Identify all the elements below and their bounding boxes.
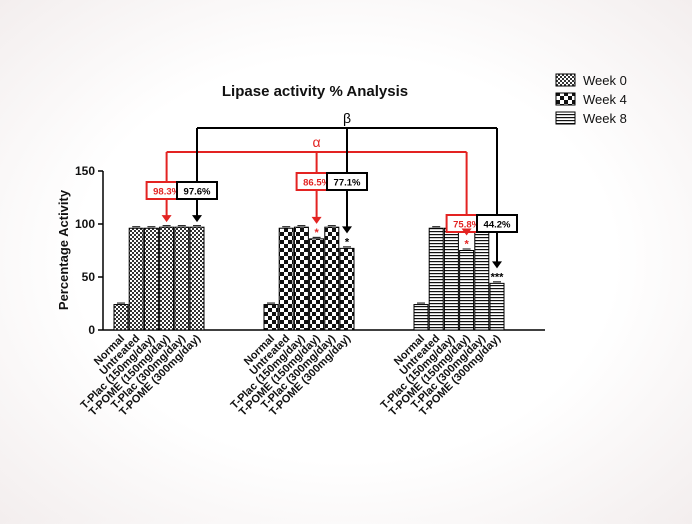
bar <box>128 227 144 331</box>
annotation-label: 86.5% <box>303 178 330 189</box>
annotation-arrow-head <box>161 215 172 223</box>
bar <box>143 227 159 331</box>
annotation-label: 75.8% <box>453 220 480 231</box>
y-tick-label: 100 <box>75 217 95 231</box>
y-tick-label: 150 <box>75 164 95 178</box>
bar <box>278 227 294 331</box>
annotations: 98.3% 97.6%86.5% 77.1%75.8% 44.2%** **** <box>145 172 518 283</box>
bar <box>459 250 475 331</box>
significance-mark: * <box>314 227 319 239</box>
bar <box>324 226 340 331</box>
legend: Week 0 Week 4 Week 8 <box>555 73 627 126</box>
y-tick-label: 50 <box>82 270 96 284</box>
bar <box>159 226 175 331</box>
significance-mark: * <box>464 239 469 251</box>
annotation-arrow-head <box>492 261 502 269</box>
bar <box>174 226 190 331</box>
annotation-label: 98.3% <box>153 187 180 198</box>
legend-label: Week 0 <box>583 73 627 88</box>
significance-brackets: αβ <box>165 110 498 215</box>
y-axis-label: Percentage Activity <box>56 189 71 310</box>
bar <box>413 304 429 331</box>
annotation-label: 77.1% <box>334 178 361 189</box>
annotation-arrow-head <box>311 216 322 224</box>
bracket-symbol: β <box>343 110 351 126</box>
bar <box>113 304 129 331</box>
annotation-arrow-head <box>461 228 472 236</box>
bar <box>309 238 325 331</box>
y-tick-label: 0 <box>88 323 95 337</box>
y-ticks: 0 50 100 150 <box>75 164 103 337</box>
bar <box>263 304 279 331</box>
annotation-label: 44.2% <box>484 220 511 231</box>
bracket-symbol: α <box>313 134 321 150</box>
annotation-arrow-head <box>192 215 202 223</box>
significance-mark: * <box>345 236 350 248</box>
bar <box>189 226 205 331</box>
legend-swatch <box>555 73 576 87</box>
bar <box>474 227 490 331</box>
chart-title: Lipase activity % Analysis <box>222 83 408 100</box>
bars <box>113 225 505 331</box>
legend-label: Week 8 <box>583 111 627 126</box>
bar <box>339 247 355 331</box>
legend-swatch <box>555 111 576 125</box>
bar <box>489 282 505 331</box>
bar <box>293 226 309 331</box>
bar <box>443 227 459 331</box>
annotation-label: 97.6% <box>184 187 211 198</box>
significance-mark: *** <box>491 271 505 283</box>
annotation-arrow-head <box>342 226 352 234</box>
bar <box>428 227 444 331</box>
legend-swatch <box>555 92 576 106</box>
legend-label: Week 4 <box>583 92 627 107</box>
